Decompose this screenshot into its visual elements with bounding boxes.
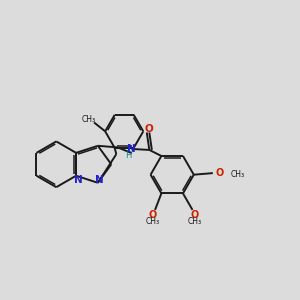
Text: H: H (125, 151, 131, 160)
Text: CH₃: CH₃ (146, 218, 160, 226)
Text: CH₃: CH₃ (81, 115, 95, 124)
Text: CH₃: CH₃ (230, 170, 244, 179)
Text: N: N (128, 144, 136, 154)
Text: O: O (145, 124, 154, 134)
Text: O: O (191, 210, 199, 220)
Text: N: N (74, 175, 82, 185)
Text: O: O (216, 168, 224, 178)
Text: N: N (95, 175, 104, 184)
Text: CH₃: CH₃ (188, 218, 202, 226)
Text: O: O (148, 210, 157, 220)
